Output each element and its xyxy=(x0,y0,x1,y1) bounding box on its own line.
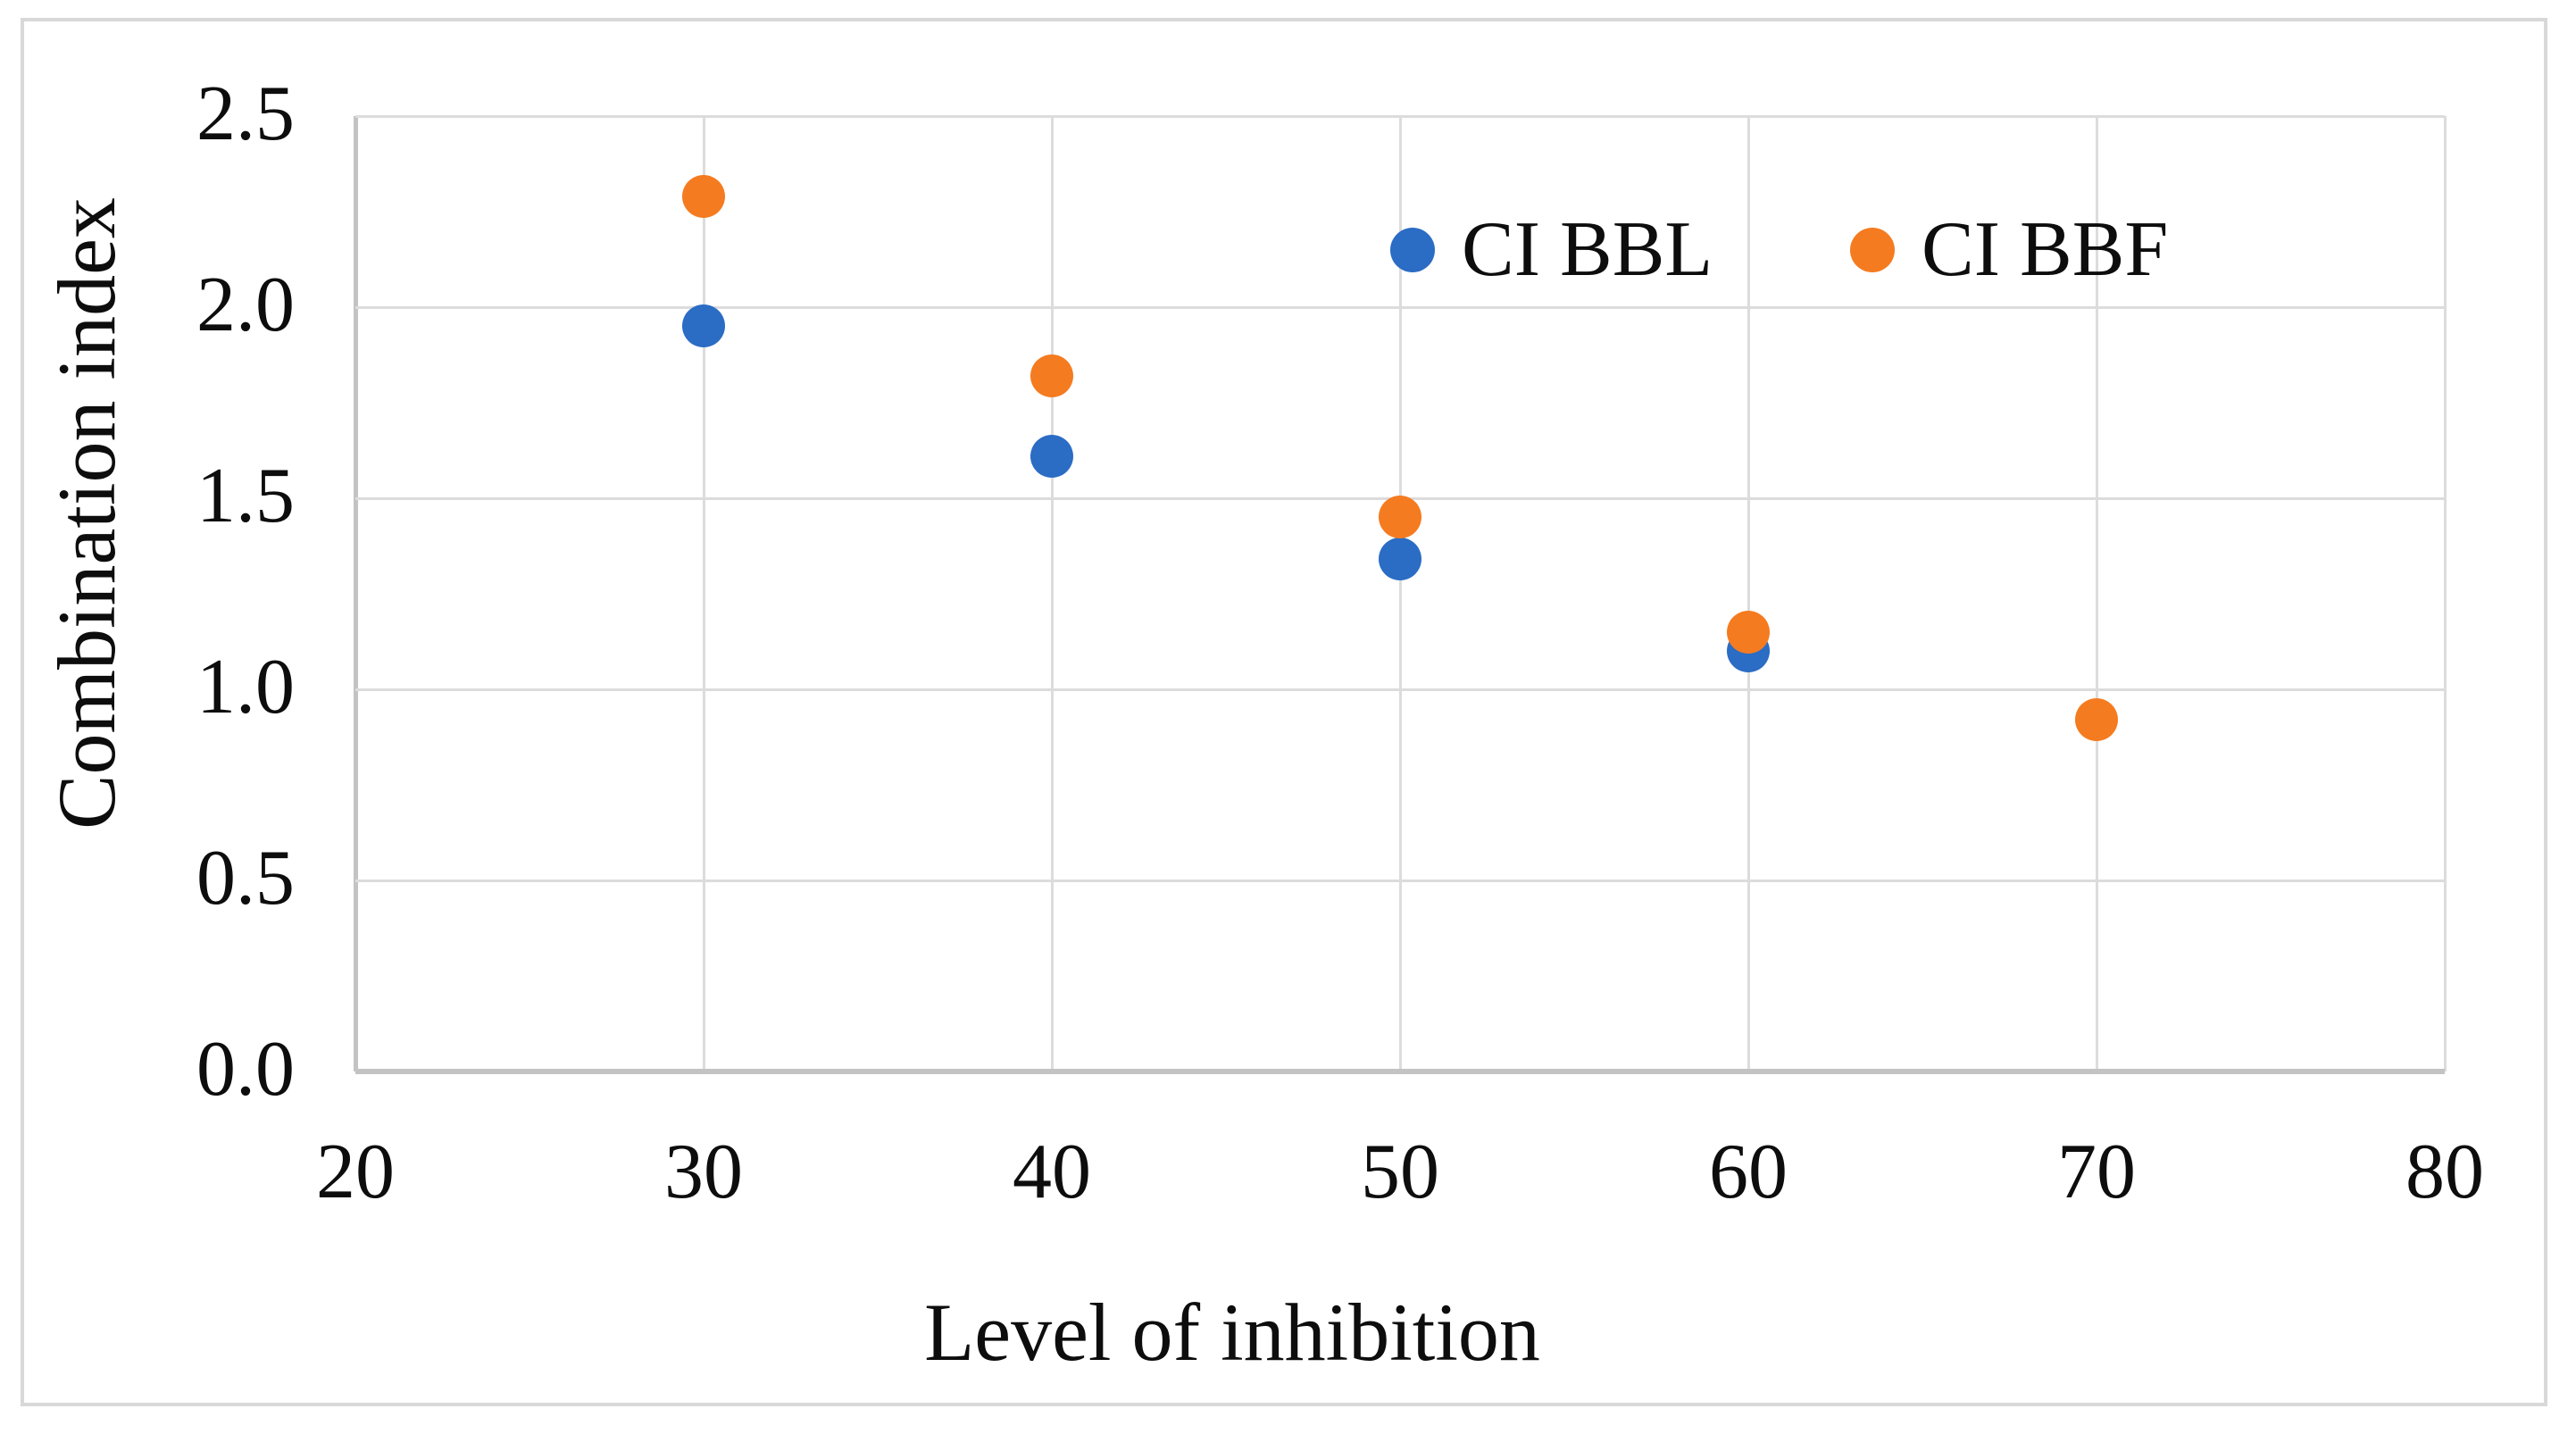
vertical-gridline xyxy=(1747,116,1750,1071)
x-axis-title: Level of inhibition xyxy=(924,1287,1540,1378)
x-tick-label: 50 xyxy=(1361,1129,1439,1215)
vertical-gridline xyxy=(2443,116,2447,1071)
y-axis-title: Combination index xyxy=(41,197,132,830)
data-point-ci-bbl xyxy=(1030,434,1073,478)
y-tick-label: 0.0 xyxy=(196,1026,295,1113)
data-point-ci-bbf xyxy=(2075,698,2118,742)
y-tick-label: 0.5 xyxy=(196,835,295,922)
data-point-ci-bbf xyxy=(1727,610,1770,654)
y-tick-label: 1.0 xyxy=(196,644,295,731)
y-tick-label: 2.0 xyxy=(196,262,295,349)
vertical-gridline xyxy=(1050,116,1054,1071)
data-point-ci-bbf xyxy=(1030,354,1073,398)
horizontal-gridline xyxy=(355,114,2445,118)
y-tick-label: 2.5 xyxy=(196,71,295,158)
x-tick-label: 80 xyxy=(2405,1129,2484,1215)
vertical-gridline xyxy=(1398,116,1402,1071)
vertical-gridline xyxy=(702,116,705,1071)
y-tick-label: 1.5 xyxy=(196,453,295,540)
x-tick-label: 70 xyxy=(2057,1129,2136,1215)
vertical-gridline xyxy=(2095,116,2098,1071)
y-axis-line xyxy=(353,116,358,1071)
x-tick-label: 20 xyxy=(316,1129,395,1215)
data-point-ci-bbf xyxy=(682,174,725,218)
figure-border xyxy=(21,18,2547,1406)
horizontal-gridline xyxy=(355,879,2445,882)
x-tick-label: 60 xyxy=(1709,1129,1788,1215)
data-point-ci-bbf xyxy=(1379,496,1421,539)
data-point-ci-bbl xyxy=(682,304,725,348)
data-point-ci-bbl xyxy=(1379,538,1421,581)
horizontal-gridline xyxy=(355,305,2445,309)
x-tick-label: 30 xyxy=(664,1129,743,1215)
x-axis-line xyxy=(355,1069,2445,1074)
horizontal-gridline xyxy=(355,688,2445,691)
x-tick-label: 40 xyxy=(1013,1129,1091,1215)
